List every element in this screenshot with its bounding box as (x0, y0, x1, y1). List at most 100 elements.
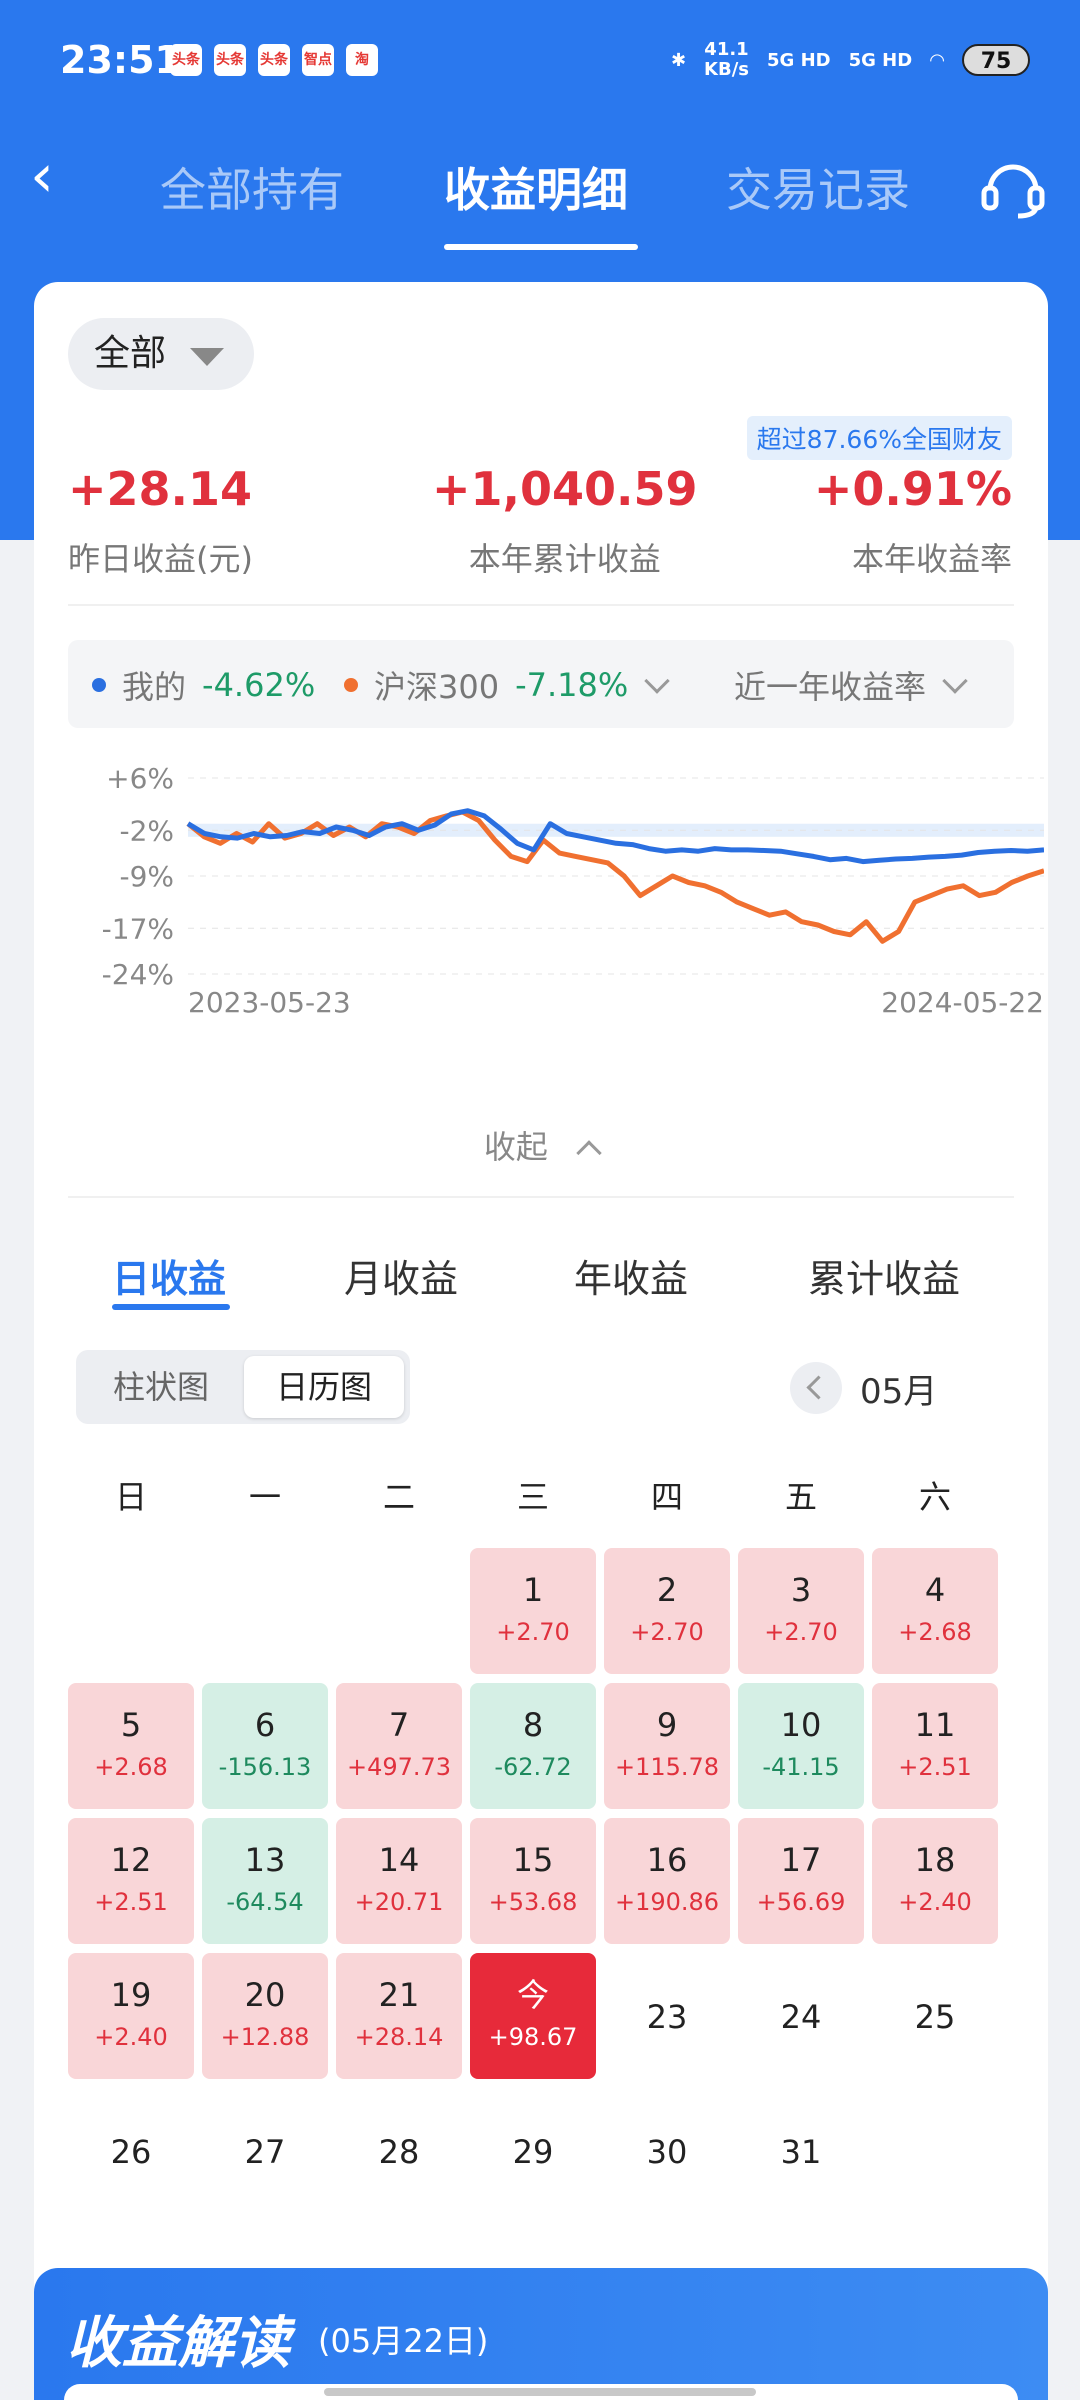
view-toggle: 柱状图 日历图 (76, 1350, 410, 1424)
back-icon[interactable]: ‹ (30, 141, 54, 211)
calendar-day[interactable]: 29 (470, 2088, 596, 2214)
collapse-toggle[interactable]: 收起 (34, 1122, 1048, 1168)
active-tab-indicator (444, 244, 638, 250)
calendar-day[interactable]: 11 +2.51 (872, 1683, 998, 1809)
calendar-day[interactable]: 25 (872, 1953, 998, 2079)
y-tick-label: -2% (119, 814, 174, 847)
calendar-day-income: +2.40 (94, 2023, 168, 2051)
toggle-bar-chart[interactable]: 柱状图 (112, 1368, 209, 1406)
calendar-day-number: 8 (522, 1706, 544, 1744)
calendar-day[interactable]: 3 +2.70 (738, 1548, 864, 1674)
tab-yearly-income[interactable]: 年收益 (574, 1257, 689, 1301)
calendar-day-number: 11 (914, 1706, 956, 1744)
net-speed: 41.1 KB/s (704, 39, 749, 80)
legend-dot (344, 678, 358, 692)
divider (68, 1196, 1014, 1198)
calendar-day[interactable]: 28 (336, 2088, 462, 2214)
tab-all-holdings[interactable]: 全部持有 (160, 163, 344, 217)
calendar-day[interactable]: 24 (738, 1953, 864, 2079)
calendar-day-number: 13 (244, 1841, 286, 1879)
app-icon: 头条 (214, 44, 246, 76)
calendar-day[interactable]: 14 +20.71 (336, 1818, 462, 1944)
tab-daily-income[interactable]: 日收益 (112, 1257, 227, 1301)
legend-benchmark[interactable]: 沪深300 -7.18% (344, 662, 671, 708)
calendar-day-income: +2.40 (898, 1888, 972, 1916)
status-bar: 23:51 头条 头条 头条 智点 淘 ✱ 41.1 KB/s 5G HD 5G… (0, 0, 1080, 120)
calendar-day-number: 17 (780, 1841, 822, 1879)
chevron-down-icon (644, 668, 671, 694)
calendar-day[interactable]: 9 +115.78 (604, 1683, 730, 1809)
bluetooth-icon: ✱ (670, 49, 687, 71)
stat-year-rate: +0.91% 本年收益率 (813, 462, 1012, 578)
calendar-day[interactable]: 20 +12.88 (202, 1953, 328, 2079)
calendar-day[interactable]: 10 -41.15 (738, 1683, 864, 1809)
signal-1: 5G HD (767, 49, 831, 71)
calendar-day[interactable]: 8 -62.72 (470, 1683, 596, 1809)
status-right: ✱ 41.1 KB/s 5G HD 5G HD ◠ 75 (671, 40, 1030, 80)
customer-service-icon[interactable] (978, 152, 1048, 222)
legend-mine: 我的 -4.62% (92, 662, 315, 708)
calendar-day-income: +2.70 (630, 1618, 704, 1646)
tab-cumulative-income[interactable]: 累计收益 (808, 1257, 961, 1301)
calendar-day[interactable]: 7 +497.73 (336, 1683, 462, 1809)
calendar-day[interactable]: 31 (738, 2088, 864, 2214)
calendar-day-income: +115.78 (614, 1753, 720, 1781)
calendar-day[interactable]: 5 +2.68 (68, 1683, 194, 1809)
interpretation-date: (05月22日) (318, 2322, 489, 2360)
calendar-day-today[interactable]: 今 +98.67 (470, 1953, 596, 2079)
calendar-day[interactable]: 6 -156.13 (202, 1683, 328, 1809)
calendar-day-income: +2.51 (898, 1753, 972, 1781)
tab-monthly-income[interactable]: 月收益 (344, 1257, 459, 1301)
calendar-day[interactable]: 19 +2.40 (68, 1953, 194, 2079)
tab-income-detail[interactable]: 收益明细 (444, 163, 628, 217)
home-indicator (324, 2388, 756, 2396)
app-icon: 智点 (302, 44, 334, 76)
calendar-day[interactable]: 1 +2.70 (470, 1548, 596, 1674)
weekday-label: 四 (650, 1478, 683, 1516)
calendar-day[interactable]: 13 -64.54 (202, 1818, 328, 1944)
calendar-day[interactable]: 16 +190.86 (604, 1818, 730, 1944)
chevron-down-icon (942, 668, 968, 694)
calendar-day-number: 15 (512, 1841, 554, 1879)
calendar-day-income: +497.73 (346, 1753, 452, 1781)
filter-dropdown[interactable]: 全部 (68, 318, 254, 390)
series-line-mine (186, 808, 1044, 865)
calendar-day[interactable]: 2 +2.70 (604, 1548, 730, 1674)
prev-month-icon[interactable] (790, 1362, 842, 1414)
x-tick-label: 2024-05-22 (881, 986, 1044, 1019)
top-nav: ‹ 全部持有 收益明细 交易记录 (0, 140, 1080, 260)
calendar-day-number: 21 (378, 1976, 420, 2014)
y-tick-label: +6% (106, 762, 174, 795)
chart-legend: 我的 -4.62% 沪深300 -7.18% 近一年收益率 (68, 640, 1014, 728)
app-icon: 头条 (258, 44, 290, 76)
calendar-day-number: 12 (110, 1841, 152, 1879)
calendar-day-number: 5 (120, 1706, 142, 1744)
calendar-day-number: 1 (522, 1571, 544, 1609)
calendar-day-number: 24 (780, 1998, 822, 2036)
calendar-day[interactable]: 30 (604, 2088, 730, 2214)
period-selector[interactable]: 近一年收益率 (734, 662, 968, 708)
calendar-day-income: +2.70 (764, 1618, 838, 1646)
tab-transactions[interactable]: 交易记录 (726, 163, 910, 217)
active-period-indicator (112, 1304, 230, 1310)
calendar-day-income: +98.67 (488, 2023, 578, 2051)
y-tick-label: -9% (119, 860, 174, 893)
calendar-day-number: 31 (780, 2133, 822, 2171)
calendar-day[interactable]: 12 +2.51 (68, 1818, 194, 1944)
calendar-day[interactable]: 21 +28.14 (336, 1953, 462, 2079)
calendar-day-income: -156.13 (218, 1753, 312, 1781)
y-tick-label: -24% (102, 958, 174, 991)
toggle-calendar[interactable]: 日历图 (244, 1356, 404, 1418)
calendar-day[interactable]: 17 +56.69 (738, 1818, 864, 1944)
calendar-day-income: +28.14 (354, 2023, 444, 2051)
calendar-day[interactable]: 23 (604, 1953, 730, 2079)
calendar-day[interactable]: 4 +2.68 (872, 1548, 998, 1674)
calendar-day-number: 10 (780, 1706, 822, 1744)
month-label: 05月 (860, 1371, 938, 1412)
calendar-day[interactable]: 27 (202, 2088, 328, 2214)
calendar-day-number: 18 (914, 1841, 956, 1879)
calendar-day[interactable]: 15 +53.68 (470, 1818, 596, 1944)
calendar-day-income: +2.51 (94, 1888, 168, 1916)
calendar-day[interactable]: 18 +2.40 (872, 1818, 998, 1944)
calendar-day[interactable]: 26 (68, 2088, 194, 2214)
